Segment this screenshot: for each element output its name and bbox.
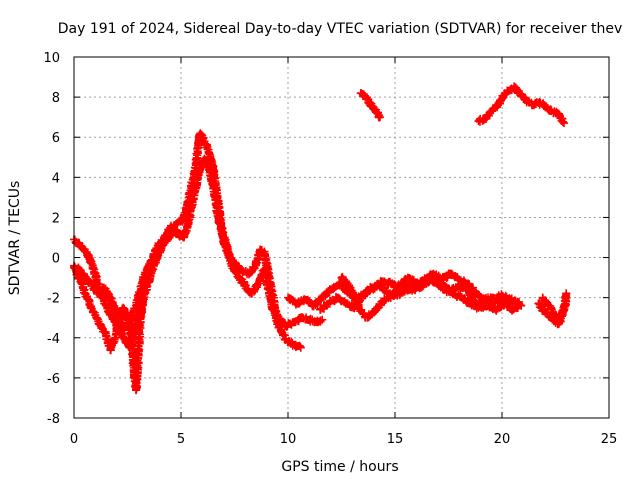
series-segment — [209, 166, 222, 201]
series-segment — [370, 105, 384, 122]
series-segment — [70, 235, 84, 250]
series-track-f — [337, 272, 526, 322]
series-segment — [125, 304, 141, 326]
series-segment — [440, 283, 456, 297]
y-tick-label: -6 — [47, 372, 60, 387]
y-tick-label: 2 — [52, 211, 60, 226]
series-segment — [482, 107, 496, 123]
series-segment — [447, 269, 463, 285]
series-track-j — [474, 82, 569, 128]
y-tick-label: 6 — [52, 131, 60, 146]
series-segment — [248, 280, 262, 298]
series-segment — [535, 299, 549, 316]
series-segment — [171, 228, 184, 241]
y-tick-label: 10 — [43, 51, 60, 66]
series-segment — [74, 263, 89, 280]
series-track-c — [74, 227, 185, 334]
series-segment — [179, 200, 192, 223]
chart-title: Day 191 of 2024, Sidereal Day-to-day VTE… — [58, 21, 622, 37]
series-segment — [119, 318, 134, 333]
series-segment — [245, 262, 259, 277]
series-segment — [494, 91, 508, 110]
series-segment — [389, 282, 405, 300]
series-segment — [554, 109, 568, 127]
series-segment — [553, 312, 566, 328]
series-segment — [364, 95, 378, 112]
series-segment — [334, 293, 350, 308]
series-segment — [212, 193, 227, 233]
series-segment — [376, 281, 392, 298]
series-segment — [131, 354, 143, 393]
series-segment — [217, 224, 230, 249]
x-tick-label: 5 — [177, 432, 185, 447]
series-segment — [432, 273, 448, 290]
series-segment — [136, 289, 150, 323]
series-segment — [264, 285, 277, 314]
series-segment — [132, 277, 147, 309]
series-track-i — [356, 89, 385, 122]
x-tick-label: 15 — [387, 432, 404, 447]
x-tick-label: 20 — [494, 432, 511, 447]
y-tick-label: -2 — [47, 292, 60, 307]
x-axis-label: GPS time / hours — [281, 459, 398, 475]
series-track-h — [534, 297, 571, 329]
series-segment — [357, 89, 371, 102]
series-segment — [138, 262, 154, 285]
series-segment — [507, 294, 523, 307]
plot-frame — [73, 56, 610, 419]
series-segment — [313, 316, 325, 327]
series-segment — [228, 261, 244, 283]
axis-ticks: 0 5 10 15 20 25 -8 -6 -4 -2 0 2 4 6 8 10 — [43, 51, 617, 447]
series-segment — [106, 294, 121, 318]
series-segment — [151, 241, 165, 264]
y-tick-label: -4 — [47, 332, 60, 347]
series-segment — [187, 160, 201, 190]
series-segment — [557, 299, 570, 318]
series-segment — [77, 278, 91, 301]
series-segment — [167, 220, 181, 233]
series-segment — [380, 290, 396, 305]
series-segment — [288, 340, 305, 352]
y-axis-label: SDTVAR / TECUs — [7, 181, 23, 296]
series-segment — [338, 272, 354, 292]
y-tick-label: 0 — [52, 252, 60, 267]
series-segment — [508, 301, 525, 314]
series-segment — [81, 273, 95, 287]
x-tick-label: 10 — [280, 432, 297, 447]
series-segment — [173, 216, 187, 228]
series-segment — [222, 241, 236, 271]
series-segment — [157, 234, 172, 249]
y-tick-label: 4 — [52, 171, 60, 186]
y-tick-label: -8 — [47, 412, 60, 427]
series-segment — [372, 296, 389, 315]
y-tick-label: 8 — [52, 91, 60, 106]
series-segment — [133, 314, 145, 360]
data-series — [70, 82, 571, 395]
series-segment — [89, 308, 104, 329]
x-tick-label: 25 — [601, 432, 618, 447]
x-tick-label: 0 — [70, 432, 78, 447]
